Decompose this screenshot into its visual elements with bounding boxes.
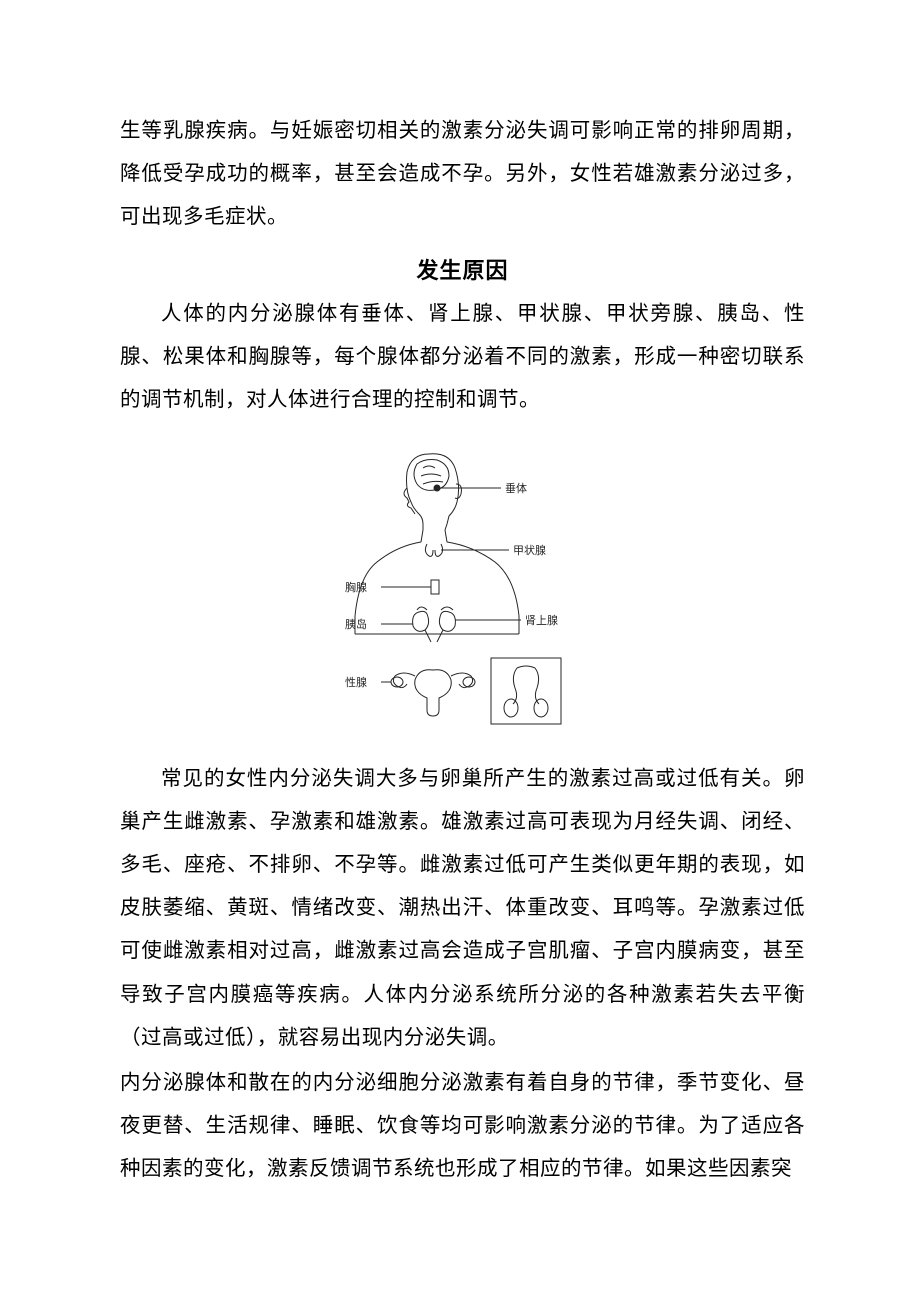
label-thyroid: 甲状腺 (513, 543, 546, 557)
document-page: 生等乳腺疾病。与妊娠密切相关的激素分泌失调可影响正常的排卵周期，降低受孕成功的概… (0, 0, 920, 1303)
label-pancreas: 胰岛 (345, 617, 367, 631)
endocrine-anatomy-diagram: 垂体 甲状腺 胸腺 (341, 444, 585, 740)
label-pituitary: 垂体 (505, 481, 527, 495)
paragraph-continuation: 生等乳腺疾病。与妊娠密切相关的激素分泌失调可影响正常的排卵周期，降低受孕成功的概… (120, 110, 805, 239)
label-thymus: 胸腺 (345, 580, 367, 594)
label-gonad: 性腺 (345, 675, 367, 689)
section-title: 发生原因 (120, 253, 805, 285)
paragraph-causes-intro: 人体的内分泌腺体有垂体、肾上腺、甲状腺、甲状旁腺、胰岛、性腺、松果体和胸腺等，每… (120, 293, 805, 422)
paragraph-rhythm: 内分泌腺体和散在的内分泌细胞分泌激素有着自身的节律，季节变化、昼夜更替、生活规律… (120, 1062, 805, 1191)
label-adrenal: 肾上腺 (525, 613, 558, 627)
anatomy-diagram-container: 垂体 甲状腺 胸腺 (120, 444, 805, 740)
paragraph-ovary-hormones: 常见的女性内分泌失调大多与卵巢所产生的激素过高或过低有关。卵巢产生雌激素、孕激素… (120, 758, 805, 1059)
